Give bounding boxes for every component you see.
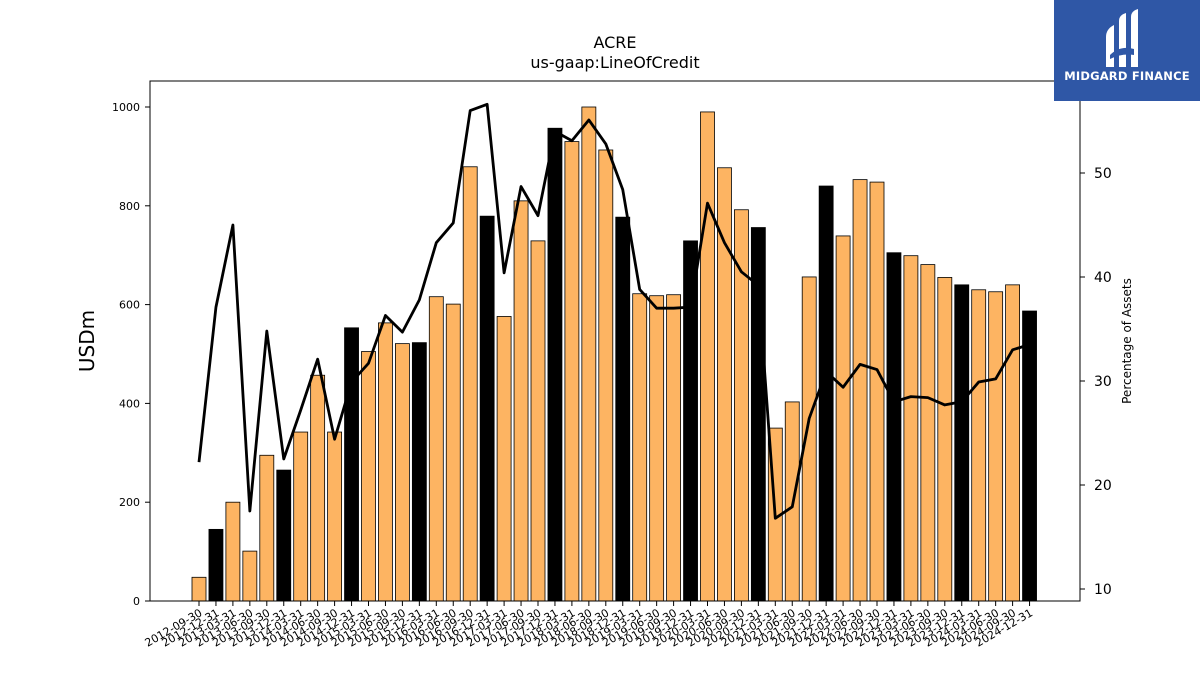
bars: [191, 106, 1037, 602]
y-tick-label: 600: [119, 299, 140, 312]
bar-2019-03-31: [632, 293, 648, 602]
bar-2022-06-30: [852, 179, 868, 602]
bar-2015-03-31: [361, 351, 376, 602]
bar-2020-03-31: [700, 111, 715, 602]
bar-2024-12-31: [1022, 310, 1037, 602]
bar-2020-09-30: [734, 209, 749, 602]
bar-2019-12-31: [683, 240, 698, 602]
bar-2022-09-30: [869, 181, 885, 602]
midgard-logo-icon: [1106, 9, 1138, 67]
brand-logo: MIDGARD FINANCE: [1054, 0, 1200, 101]
bar-2017-06-30: [513, 200, 529, 602]
bar-2016-03-31: [428, 296, 444, 602]
line-layer: [197, 102, 1030, 520]
plot-frame: [149, 80, 1081, 602]
bar-2017-12-31: [547, 127, 563, 602]
y2-tick-label: 20: [1094, 478, 1112, 494]
bar-2022-03-31: [835, 235, 851, 602]
bar-2024-06-30: [988, 291, 1004, 602]
chart-title: ACRE: [593, 33, 636, 52]
y-axis-label: USDm: [75, 310, 99, 372]
bar-2013-06-30: [242, 550, 258, 602]
bar-2012-09-30: [191, 576, 207, 602]
y2-tick-label: 40: [1094, 270, 1112, 286]
bar-2012-12-31: [208, 528, 224, 602]
bar-2024-03-31: [971, 289, 987, 602]
bar-2024-09-30: [1005, 284, 1020, 602]
y-axis-right: 10 20 30 40 50: [1080, 166, 1112, 598]
bar-2013-12-31: [276, 469, 292, 602]
bar-2023-12-31: [954, 284, 970, 602]
bar-2022-12-31: [886, 252, 902, 602]
bar-2018-06-30: [581, 106, 597, 602]
y2-tick-label: 50: [1094, 166, 1112, 182]
bar-2023-09-30: [937, 277, 953, 602]
y-tick-label: 200: [119, 496, 140, 509]
bar-2017-03-31: [496, 316, 512, 602]
chart-subtitle: us-gaap:LineOfCredit: [530, 53, 699, 72]
bar-2016-09-30: [462, 166, 478, 602]
bar-2014-06-30: [310, 374, 326, 602]
y2-axis-label: Percentage of Assets: [1120, 278, 1134, 404]
bar-2015-06-30: [378, 322, 393, 602]
bar-2015-12-31: [411, 342, 427, 602]
bar-2023-03-31: [903, 255, 919, 602]
y2-tick-label: 30: [1094, 374, 1112, 390]
y-axis-left: 0 200 400 600 800 1000: [112, 101, 150, 608]
y-tick-label: 0: [133, 595, 140, 608]
bar-2013-03-31: [225, 501, 241, 602]
percentage-line: [197, 102, 1030, 520]
y-tick-label: 400: [119, 397, 140, 410]
y-tick-label: 800: [119, 200, 140, 213]
bar-2018-09-30: [598, 149, 614, 602]
bar-2016-06-30: [445, 303, 461, 602]
brand-name: MIDGARD FINANCE: [1064, 69, 1190, 83]
bar-2019-06-30: [649, 295, 665, 602]
bar-2021-12-31: [818, 185, 834, 602]
bar-2023-06-30: [920, 264, 936, 602]
bar-2018-12-31: [615, 216, 631, 602]
bar-2019-09-30: [666, 294, 681, 602]
bar-2014-12-31: [344, 327, 359, 602]
bar-2014-03-31: [293, 431, 309, 602]
bar-2014-09-30: [327, 431, 343, 602]
y-tick-label: 1000: [112, 101, 140, 114]
bar-2018-03-31: [564, 141, 580, 602]
bar-2013-09-30: [259, 454, 275, 602]
bar-2016-12-31: [479, 215, 495, 602]
y2-tick-label: 10: [1094, 582, 1112, 598]
bar-2017-09-30: [530, 240, 546, 602]
bar-2015-09-30: [394, 343, 410, 602]
x-axis: 2012-09-302012-12-312013-03-312013-06-30…: [143, 601, 1035, 650]
